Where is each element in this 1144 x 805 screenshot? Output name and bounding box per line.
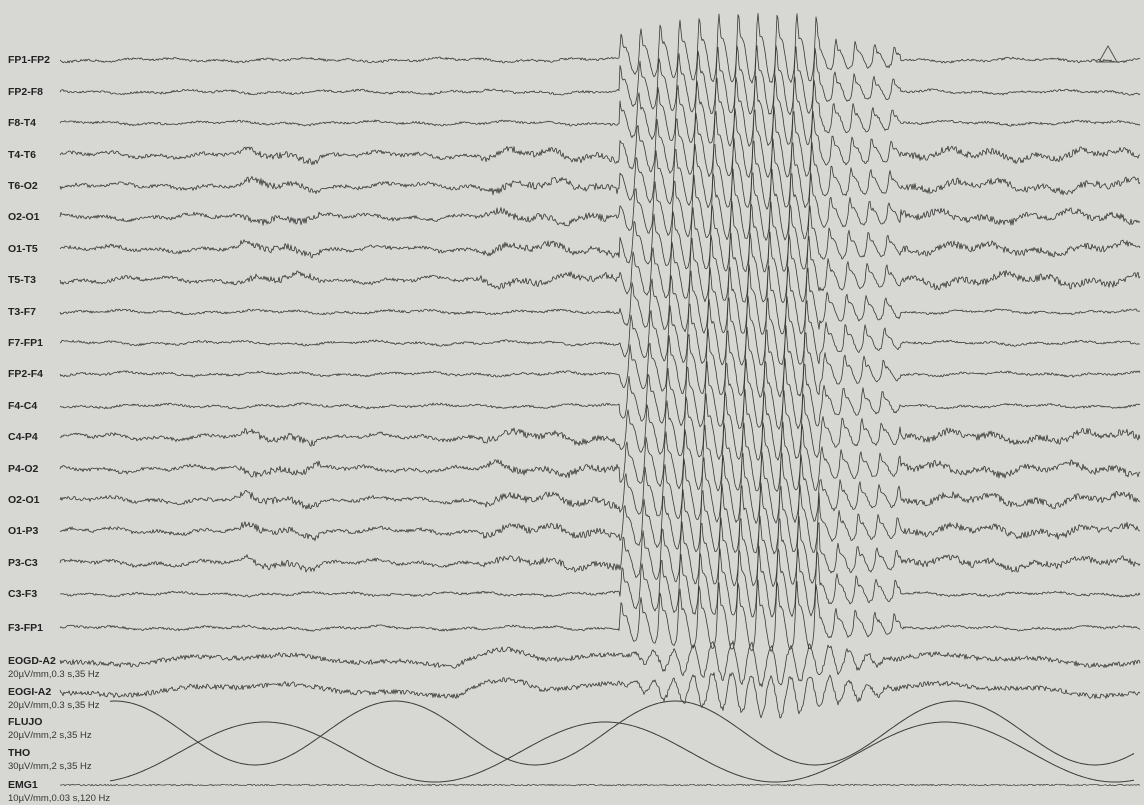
channel-label-fp2-f4: FP2-F4 — [8, 368, 45, 380]
channel-label-fp1-fp2: FP1-FP2 — [8, 54, 52, 66]
trace-p4-o2-13 — [59, 421, 1141, 492]
channel-label-p4-o2: P4-O2 — [8, 463, 40, 475]
channel-settings-eogd-a2: 20µV/mm,0.3 s,35 Hz — [8, 669, 101, 680]
channel-label-fp2-f8: FP2-F8 — [8, 86, 45, 98]
channel-label-f4-c4: F4-C4 — [8, 400, 39, 412]
channel-label-o1-t5: O1-T5 — [8, 243, 39, 255]
channel-label-o2-o1: O2-O1 — [8, 211, 41, 223]
trace-f4-c4-11 — [59, 358, 1141, 430]
trace-tho — [109, 721, 1135, 783]
channel-label-flujo: FLUJO — [8, 716, 44, 728]
channel-label-tho: THO — [8, 747, 32, 759]
channel-label-eogi-a2: EOGI-A2 — [8, 686, 53, 698]
trace-o2-o1-14 — [59, 451, 1141, 524]
channel-label-f7-fp1: F7-FP1 — [8, 337, 45, 349]
channel-label-t3-f7: T3-F7 — [8, 306, 38, 318]
channel-settings-emg1: 10µV/mm,0.03 s,120 Hz — [8, 793, 112, 804]
channel-label-t4-t6: T4-T6 — [8, 149, 38, 161]
trace-t6-o2-4 — [59, 137, 1141, 210]
trace-emg1 — [59, 783, 1141, 787]
trace-f7-fp1-9 — [59, 295, 1141, 366]
channel-label-t5-t3: T5-T3 — [8, 274, 38, 286]
channel-label-c3-f3: C3-F3 — [8, 588, 39, 600]
trace-o2-o1-5 — [59, 168, 1141, 241]
trace-flujo — [109, 700, 1135, 766]
trace-f3-fp1-18 — [59, 579, 1141, 652]
trace-c3-f3-17 — [59, 545, 1141, 618]
trace-o1-p3-15 — [59, 482, 1141, 555]
channel-label-eogd-a2: EOGD-A2 — [8, 655, 57, 667]
channel-label-o2-o1-2: O2-O1 — [8, 494, 41, 506]
trace-eogi-a2 — [59, 672, 1141, 719]
channel-settings-tho: 30µV/mm,2 s,35 Hz — [8, 761, 93, 772]
channel-settings-flujo: 20µV/mm,2 s,35 Hz — [8, 730, 93, 741]
channel-label-c4-p4: C4-P4 — [8, 431, 39, 443]
channel-label-t6-o2: T6-O2 — [8, 180, 39, 192]
trace-t4-t6-3 — [59, 106, 1141, 178]
trace-t5-t3-7 — [59, 231, 1141, 303]
trace-fp2-f8-1 — [59, 45, 1141, 116]
trace-eogd-a2 — [59, 640, 1141, 688]
trace-t3-f7-8 — [59, 264, 1141, 335]
trace-fp1-fp2-0 — [59, 13, 1141, 84]
channel-label-emg1: EMG1 — [8, 779, 39, 791]
triangle-marker-icon — [1096, 42, 1120, 66]
channel-label-o1-p3: O1-P3 — [8, 525, 40, 537]
trace-p3-c3-16 — [59, 515, 1141, 587]
trace-f8-t4-2 — [59, 74, 1141, 147]
trace-o1-t5-6 — [59, 201, 1141, 273]
trace-c4-p4-12 — [59, 389, 1141, 461]
channel-label-p3-c3: P3-C3 — [8, 557, 39, 569]
channel-label-f3-fp1: F3-FP1 — [8, 622, 45, 634]
trace-fp2-f4-10 — [59, 325, 1141, 398]
channel-label-f8-t4: F8-T4 — [8, 117, 38, 129]
channel-settings-eogi-a2: 20µV/mm,0.3 s,35 Hz — [8, 700, 101, 711]
